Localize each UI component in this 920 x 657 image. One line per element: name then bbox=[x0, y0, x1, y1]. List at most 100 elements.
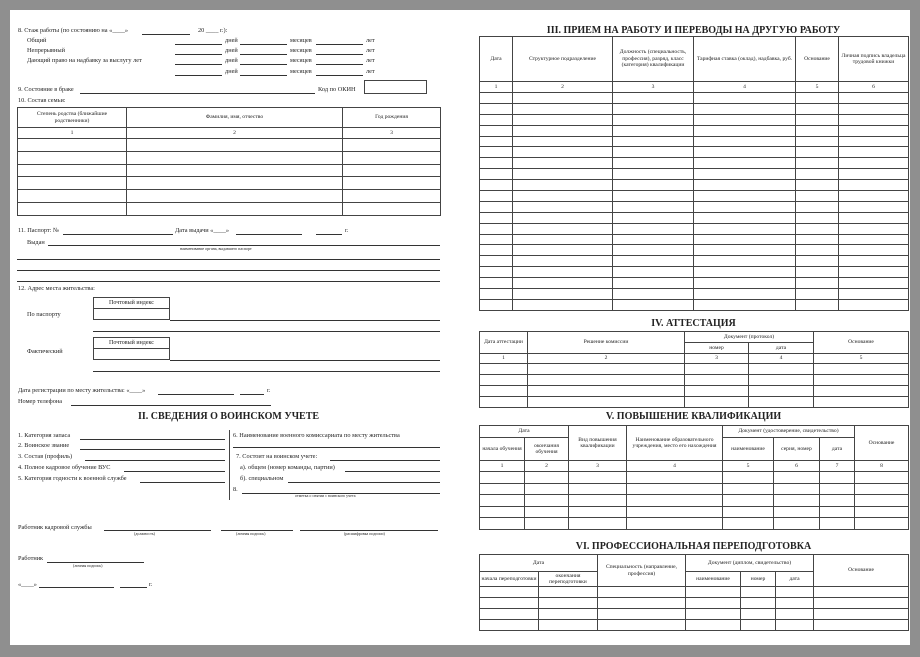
table-cell[interactable] bbox=[126, 201, 343, 216]
table-cell[interactable] bbox=[479, 363, 528, 375]
table-cell[interactable] bbox=[512, 200, 613, 213]
table-cell[interactable] bbox=[524, 494, 569, 507]
table-cell[interactable] bbox=[342, 150, 441, 165]
registration-month-field[interactable] bbox=[158, 394, 234, 395]
table-cell[interactable] bbox=[568, 517, 627, 530]
table-cell[interactable] bbox=[693, 102, 796, 115]
table-cell[interactable] bbox=[626, 517, 723, 530]
table-cell[interactable] bbox=[612, 244, 694, 257]
table-cell[interactable] bbox=[795, 135, 839, 148]
table-cell[interactable] bbox=[612, 157, 694, 170]
table-cell[interactable] bbox=[479, 222, 513, 235]
table-cell[interactable] bbox=[512, 179, 613, 192]
table-cell[interactable] bbox=[685, 619, 741, 631]
table-cell[interactable] bbox=[512, 288, 613, 300]
table-cell[interactable] bbox=[838, 124, 909, 137]
table-cell[interactable] bbox=[479, 255, 513, 268]
table-cell[interactable] bbox=[17, 176, 127, 191]
military-item-field[interactable] bbox=[80, 449, 225, 450]
table-cell[interactable] bbox=[813, 363, 909, 375]
table-cell[interactable] bbox=[17, 201, 127, 216]
table-cell[interactable] bbox=[524, 517, 569, 530]
passport-address-field[interactable] bbox=[170, 320, 440, 321]
table-cell[interactable] bbox=[693, 266, 796, 279]
table-cell[interactable] bbox=[773, 482, 820, 495]
table-cell[interactable] bbox=[17, 163, 127, 178]
table-cell[interactable] bbox=[685, 597, 741, 609]
table-cell[interactable] bbox=[479, 277, 513, 290]
table-cell[interactable] bbox=[479, 244, 513, 257]
table-cell[interactable] bbox=[854, 471, 909, 484]
table-cell[interactable] bbox=[612, 222, 694, 235]
marital-status-field[interactable] bbox=[80, 93, 315, 94]
table-cell[interactable] bbox=[612, 233, 694, 246]
table-cell[interactable] bbox=[626, 471, 723, 484]
table-cell[interactable] bbox=[838, 277, 909, 290]
days-field[interactable] bbox=[175, 64, 222, 65]
table-cell[interactable] bbox=[512, 211, 613, 224]
table-cell[interactable] bbox=[693, 168, 796, 181]
passport-address-line-2[interactable] bbox=[93, 331, 440, 332]
table-cell[interactable] bbox=[693, 135, 796, 148]
table-cell[interactable] bbox=[693, 146, 796, 159]
table-cell[interactable] bbox=[722, 505, 774, 518]
table-cell[interactable] bbox=[479, 288, 513, 300]
table-cell[interactable] bbox=[612, 92, 694, 104]
table-cell[interactable] bbox=[126, 150, 343, 165]
table-cell[interactable] bbox=[512, 168, 613, 181]
table-cell[interactable] bbox=[838, 298, 909, 311]
s8-month-field[interactable] bbox=[142, 34, 190, 35]
table-cell[interactable] bbox=[597, 619, 686, 631]
table-cell[interactable] bbox=[795, 266, 839, 279]
date-year-field[interactable] bbox=[120, 587, 147, 588]
table-cell[interactable] bbox=[795, 146, 839, 159]
table-cell[interactable] bbox=[479, 113, 513, 126]
table-cell[interactable] bbox=[512, 135, 613, 148]
worker-signature-field[interactable] bbox=[47, 562, 144, 563]
table-cell[interactable] bbox=[813, 619, 910, 631]
table-cell[interactable] bbox=[612, 211, 694, 224]
months-field[interactable] bbox=[240, 64, 287, 65]
table-cell[interactable] bbox=[612, 168, 694, 181]
table-cell[interactable] bbox=[854, 505, 909, 518]
table-cell[interactable] bbox=[479, 471, 525, 484]
military-item-field[interactable] bbox=[330, 460, 440, 461]
table-cell[interactable] bbox=[773, 494, 820, 507]
table-cell[interactable] bbox=[740, 597, 776, 609]
table-cell[interactable] bbox=[740, 586, 776, 598]
table-cell[interactable] bbox=[512, 113, 613, 126]
table-cell[interactable] bbox=[838, 135, 909, 148]
table-cell[interactable] bbox=[597, 597, 686, 609]
table-cell[interactable] bbox=[512, 146, 613, 159]
actual-address-field[interactable] bbox=[170, 360, 440, 361]
table-cell[interactable] bbox=[819, 517, 855, 530]
table-cell[interactable] bbox=[693, 255, 796, 268]
table-cell[interactable] bbox=[774, 608, 815, 620]
table-cell[interactable] bbox=[479, 494, 525, 507]
table-cell[interactable] bbox=[524, 505, 569, 518]
years-field[interactable] bbox=[316, 54, 363, 55]
table-cell[interactable] bbox=[685, 586, 741, 598]
table-cell[interactable] bbox=[838, 200, 909, 213]
table-cell[interactable] bbox=[819, 494, 855, 507]
table-cell[interactable] bbox=[795, 190, 839, 202]
table-cell[interactable] bbox=[626, 494, 723, 507]
years-field[interactable] bbox=[316, 75, 363, 76]
table-cell[interactable] bbox=[838, 102, 909, 115]
table-cell[interactable] bbox=[774, 619, 815, 631]
table-cell[interactable] bbox=[479, 233, 513, 246]
passport-number-field[interactable] bbox=[63, 234, 173, 235]
table-cell[interactable] bbox=[795, 233, 839, 246]
table-cell[interactable] bbox=[612, 266, 694, 279]
table-cell[interactable] bbox=[612, 288, 694, 300]
table-cell[interactable] bbox=[693, 190, 796, 202]
table-cell[interactable] bbox=[479, 374, 528, 386]
days-field[interactable] bbox=[175, 44, 222, 45]
table-cell[interactable] bbox=[612, 135, 694, 148]
table-cell[interactable] bbox=[17, 189, 127, 203]
table-cell[interactable] bbox=[854, 494, 909, 507]
table-cell[interactable] bbox=[512, 190, 613, 202]
table-cell[interactable] bbox=[626, 505, 723, 518]
table-cell[interactable] bbox=[795, 168, 839, 181]
table-cell[interactable] bbox=[795, 222, 839, 235]
